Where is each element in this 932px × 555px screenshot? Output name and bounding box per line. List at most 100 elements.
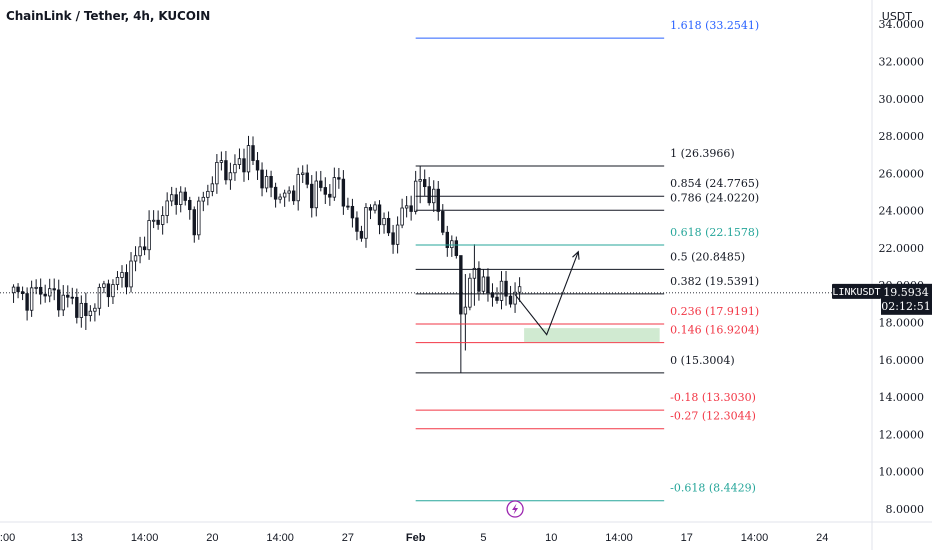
- candle-body: [423, 179, 427, 188]
- candle: [495, 287, 499, 304]
- candle: [423, 169, 427, 196]
- fib-level[interactable]: 1.618 (33.2541): [415, 19, 760, 39]
- time-axis[interactable]: 4:00 13 14:00 20 14:00 27 Feb 5 10 14:00 17 14:00 24: [0, 521, 932, 544]
- fib-level[interactable]: -0.618 (8.4429): [415, 482, 756, 502]
- candle-body: [310, 183, 314, 209]
- candle-body: [305, 172, 309, 185]
- candle: [124, 264, 129, 295]
- candle-body: [188, 200, 192, 211]
- candle: [174, 187, 178, 215]
- fib-level[interactable]: 0.146 (16.9204): [415, 324, 760, 344]
- candle: [16, 283, 20, 299]
- candle-body: [215, 162, 219, 185]
- price-axis[interactable]: 8.0000 10.0000 12.0000 14.0000 16.0000 18.000…: [871, 0, 925, 550]
- candle: [97, 283, 102, 316]
- candle: [441, 204, 445, 236]
- candle: [192, 206, 196, 243]
- candle-body: [346, 205, 350, 208]
- x-tick-label: 14:00: [741, 532, 769, 544]
- candle-body: [400, 207, 404, 226]
- candle: [138, 236, 142, 264]
- fib-level-label: -0.27 (12.3044): [670, 410, 756, 423]
- projection-path[interactable]: [514, 251, 579, 336]
- axis-unit-label[interactable]: USDT: [881, 10, 912, 23]
- candle-body: [427, 186, 431, 204]
- candle-body: [486, 276, 490, 294]
- candle-body: [459, 255, 463, 315]
- candle-body: [61, 294, 65, 311]
- candle-body: [133, 255, 138, 262]
- candle-body: [391, 232, 395, 245]
- candle-body: [138, 246, 142, 257]
- candle: [201, 191, 206, 212]
- fibonacci-retracement[interactable]: 1.618 (33.2541) 1 (26.3966) 0.854 (24.7765…: [415, 19, 760, 502]
- candle: [346, 197, 350, 210]
- candle: [477, 261, 481, 301]
- fib-level[interactable]: 0.618 (22.1578): [415, 226, 760, 246]
- candle: [61, 285, 65, 317]
- x-tick-label: 14:00: [605, 532, 633, 544]
- candle: [314, 171, 318, 217]
- candle: [291, 185, 296, 205]
- candle-body: [16, 286, 20, 293]
- chart-title: ChainLink / Tether, 4h, KUCOIN: [6, 9, 211, 23]
- fib-level-label: -0.618 (8.4429): [670, 482, 756, 495]
- fib-level[interactable]: 0.236 (17.9191): [415, 305, 760, 325]
- candle: [115, 271, 120, 291]
- fib-level[interactable]: 1 (26.3966): [415, 147, 735, 167]
- candle-body: [142, 246, 147, 251]
- fib-level[interactable]: -0.27 (12.3044): [415, 410, 756, 430]
- candle-body: [504, 280, 508, 297]
- fib-level[interactable]: 0.786 (24.0220): [415, 191, 760, 211]
- candle-body: [273, 186, 278, 200]
- candle-body: [441, 211, 445, 233]
- candle-body: [319, 180, 323, 188]
- fib-level[interactable]: 0.5 (20.8485): [415, 250, 746, 270]
- candle: [301, 165, 305, 184]
- candle: [472, 244, 477, 306]
- y-tick-label: 24.0000: [879, 205, 925, 218]
- candle: [296, 167, 300, 211]
- candle: [413, 170, 418, 215]
- fib-level[interactable]: 0.382 (19.5391): [415, 275, 760, 295]
- candle: [427, 177, 431, 206]
- candle-body: [57, 289, 61, 311]
- projection-arrow[interactable]: [514, 250, 580, 336]
- candle: [364, 203, 368, 248]
- fib-level-label: 0.854 (24.7765): [670, 177, 759, 190]
- fib-level-label: 1 (26.3966): [670, 147, 735, 160]
- candle: [219, 151, 224, 171]
- target-zone-rect[interactable]: [524, 328, 660, 343]
- candle: [382, 212, 386, 234]
- fib-level[interactable]: -0.18 (13.3030): [415, 391, 756, 411]
- fib-level-label: 0 (15.3004): [670, 354, 735, 367]
- candle: [57, 279, 61, 317]
- x-tick-label: 14:00: [266, 532, 294, 544]
- candle: [337, 167, 341, 189]
- candle-body: [237, 158, 242, 165]
- fib-level[interactable]: 0 (15.3004): [415, 354, 735, 374]
- y-tick-label: 18.0000: [879, 317, 925, 330]
- candle-body: [34, 286, 38, 289]
- candle-body: [495, 296, 499, 301]
- event-marker[interactable]: [506, 500, 524, 518]
- y-tick-label: 10.0000: [879, 466, 925, 479]
- candle: [102, 280, 106, 294]
- candle: [246, 135, 251, 181]
- candle-body: [70, 296, 74, 299]
- candle-body: [445, 231, 449, 248]
- fib-level[interactable]: 0.854 (24.7765): [415, 177, 760, 197]
- lightning-icon[interactable]: [506, 500, 524, 518]
- candle: [197, 196, 201, 240]
- target-zone[interactable]: [524, 328, 660, 343]
- candle-body: [197, 200, 201, 236]
- candle-body: [29, 287, 34, 311]
- candle: [84, 292, 88, 330]
- candle-body: [43, 293, 47, 297]
- candle: [386, 211, 391, 237]
- candle: [368, 204, 373, 220]
- candle: [341, 170, 346, 215]
